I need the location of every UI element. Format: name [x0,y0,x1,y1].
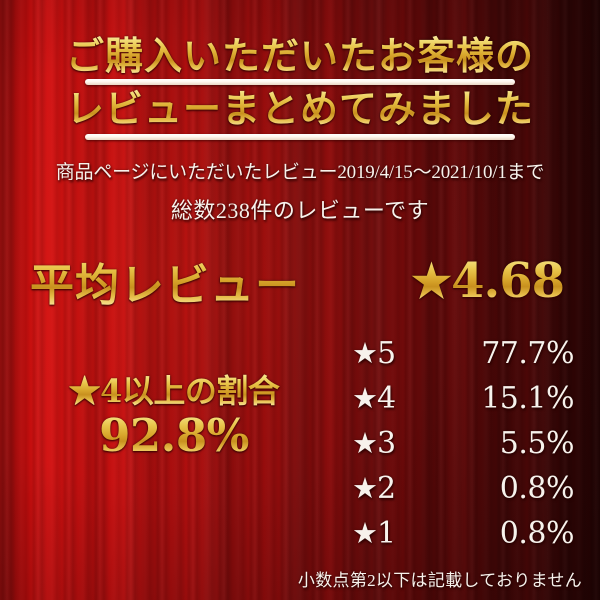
average-review-value-group: ★4.68 [411,253,564,309]
breakdown-star-label: ★4 [352,381,444,416]
table-row: ★1 0.8% [352,516,575,561]
star-icon: ★ [352,336,378,370]
table-row: ★4 15.1% [352,381,575,426]
review-period-text: 商品ページにいただいたレビュー2019/4/15〜2021/10/1まで [55,162,545,183]
four-plus-ratio-label: ★4以上の割合 [14,372,334,410]
title-line-2: レビューまとめてみました [0,87,600,131]
star-icon: ★ [410,254,452,308]
breakdown-percent: 15.1% [481,381,574,416]
four-plus-ratio-block: ★4以上の割合 92.8% [14,372,334,462]
review-total-text: 総数238件のレビューです [170,198,430,223]
breakdown-star-label: ★5 [352,336,444,371]
average-review-row: 平均レビュー ★4.68 [0,248,600,314]
breakdown-star-label: ★2 [352,471,444,506]
breakdown-percent: 0.8% [499,516,575,551]
breakdown-star-count: 2 [377,471,396,506]
breakdown-percent: 77.7% [481,336,574,371]
breakdown-star-count: 5 [377,336,396,371]
star-icon: ★ [352,381,378,415]
table-row: ★5 77.7% [352,336,575,381]
breakdown-percent: 0.8% [499,471,575,506]
breakdown-star-count: 4 [377,381,396,416]
table-row: ★2 0.8% [352,471,575,516]
average-review-value: 4.68 [451,253,564,309]
breakdown-star-count: 3 [377,426,396,461]
breakdown-star-label: ★3 [352,426,444,461]
title-line-1: ご購入いただいたお客様の [0,34,600,78]
breakdown-star-count: 1 [377,516,396,551]
breakdown-star-label: ★1 [352,516,444,551]
star-icon: ★ [352,471,378,505]
title-block: ご購入いただいたお客様の レビューまとめてみました [0,34,600,142]
star-breakdown-table: ★5 77.7% ★4 15.1% ★3 5.5% ★2 0.8% [352,336,575,561]
average-review-label: 平均レビュー [30,249,300,313]
four-plus-ratio-value: 92.8% [14,410,334,462]
breakdown-percent: 5.5% [499,426,575,461]
table-row: ★3 5.5% [352,426,575,471]
title-divider-bottom [85,134,515,140]
footnote-text: 小数点第2以下は記載しておりません [297,571,582,590]
star-icon: ★ [68,372,101,410]
star-icon: ★ [352,426,378,460]
title-divider-top [85,79,515,85]
four-plus-ratio-label-text: 4以上の割合 [100,372,280,410]
star-icon: ★ [352,516,378,550]
